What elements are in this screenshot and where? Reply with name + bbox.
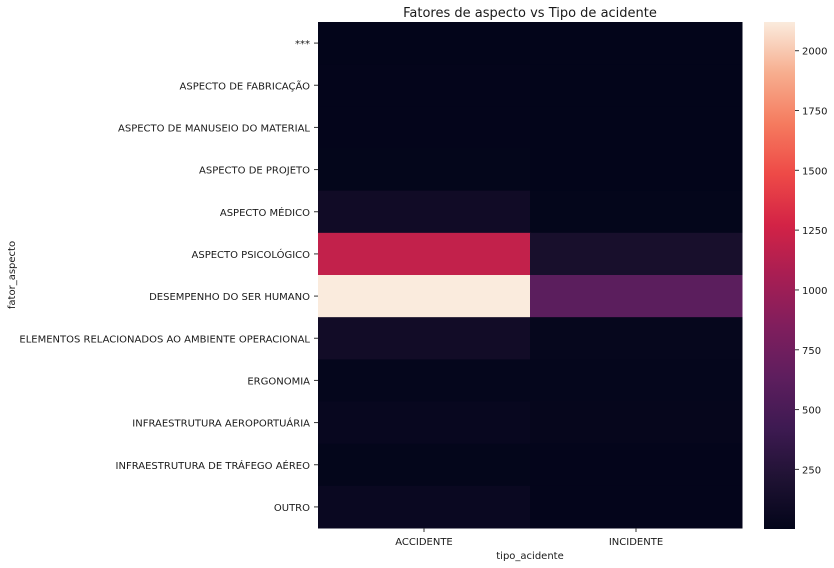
heatmap-cell	[530, 232, 743, 276]
colorbar	[764, 22, 795, 529]
colorbar-tick-label: 500	[802, 406, 821, 417]
heatmap-cell	[318, 64, 531, 107]
y-tick-label: INFRAESTRUTURA DE TRÁFEGO AÉREO	[116, 459, 311, 472]
y-tick-label: OUTRO	[274, 503, 310, 514]
heatmap-cell	[318, 443, 531, 487]
heatmap-cell	[530, 275, 743, 318]
y-tick-label: DESEMPENHO DO SER HUMANO	[149, 292, 310, 303]
heatmap-cells	[318, 22, 743, 529]
y-tick-label: INFRAESTRUTURA AEROPORTUÁRIA	[132, 417, 310, 430]
y-tick-label: ERGONOMIA	[247, 376, 310, 387]
heatmap-cell	[318, 190, 531, 234]
colorbar-tick-label: 1750	[802, 107, 827, 118]
heatmap-cell	[318, 401, 531, 445]
heatmap-cell	[318, 106, 531, 149]
heatmap-cell	[318, 359, 531, 402]
x-tick-label: INCIDENTE	[609, 537, 663, 548]
x-tick-labels: ACCIDENTE INCIDENTE	[395, 528, 663, 548]
heatmap-cell	[530, 401, 743, 445]
y-tick-label: ELEMENTOS RELACIONADOS AO AMBIENTE OPERA…	[19, 334, 310, 345]
heatmap-cell	[318, 317, 531, 360]
chart-title: Fatores de aspecto vs Tipo de acidente	[403, 6, 657, 21]
colorbar-tick-label: 750	[802, 346, 821, 357]
y-tick-label: ASPECTO PSICOLÓGICO	[192, 248, 311, 261]
heatmap-cell	[530, 148, 743, 192]
heatmap-cell	[530, 22, 743, 65]
y-axis-label: fator_aspecto	[7, 241, 18, 309]
heatmap-cell	[318, 22, 531, 65]
colorbar-tick-label: 1250	[802, 226, 827, 237]
heatmap-cell	[530, 64, 743, 107]
y-tick-label: ASPECTO DE MANUSEIO DO MATERIAL	[118, 123, 310, 134]
heatmap-cell	[318, 148, 531, 192]
heatmap-cell	[318, 232, 531, 276]
heatmap-cell	[530, 359, 743, 402]
y-tick-label: ASPECTO DE FABRICAÇÃO	[180, 79, 311, 92]
heatmap-cell	[530, 485, 743, 529]
colorbar-tick-label: 2000	[802, 47, 827, 58]
heatmap-cell	[318, 485, 531, 529]
colorbar-tick-label: 250	[802, 465, 821, 476]
y-tick-label: ASPECTO DE PROJETO	[199, 166, 310, 177]
x-tick-label: ACCIDENTE	[395, 537, 453, 548]
y-tick-label: ASPECTO MÉDICO	[220, 206, 310, 219]
heatmap-cell	[530, 443, 743, 487]
heatmap-cell	[530, 106, 743, 149]
y-tick-labels: *** ASPECTO DE FABRICAÇÃO ASPECTO DE MANUS…	[19, 39, 318, 514]
colorbar-tick-label: 1000	[802, 286, 827, 297]
x-axis-label: tipo_acidente	[496, 551, 563, 562]
y-tick-label: ***	[295, 39, 310, 50]
heatmap-cell	[318, 275, 531, 318]
colorbar-ticks: 250 500 750 1000 1250 1500 1750 2000	[795, 47, 827, 476]
colorbar-tick-label: 1500	[802, 166, 827, 177]
heatmap-cell	[530, 317, 743, 360]
heatmap-cell	[530, 190, 743, 234]
